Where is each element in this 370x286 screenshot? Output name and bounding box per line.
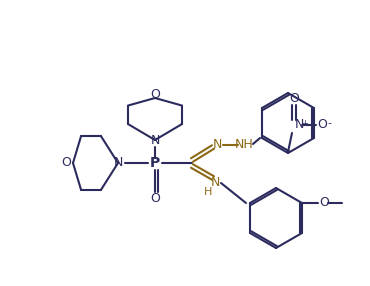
- Text: N: N: [295, 118, 305, 132]
- Text: O: O: [150, 192, 160, 206]
- Text: NH: NH: [235, 138, 253, 150]
- Text: -: -: [327, 118, 331, 128]
- Text: N: N: [210, 176, 220, 188]
- Text: O: O: [289, 92, 299, 104]
- Text: N: N: [212, 138, 222, 152]
- Text: O: O: [61, 156, 71, 170]
- Text: N: N: [113, 156, 123, 170]
- Text: O: O: [150, 88, 160, 100]
- Text: H: H: [204, 187, 212, 197]
- Text: N: N: [150, 134, 160, 148]
- Text: O: O: [317, 118, 327, 132]
- Text: P: P: [150, 156, 160, 170]
- Text: O: O: [319, 196, 329, 210]
- Text: +: +: [301, 118, 308, 128]
